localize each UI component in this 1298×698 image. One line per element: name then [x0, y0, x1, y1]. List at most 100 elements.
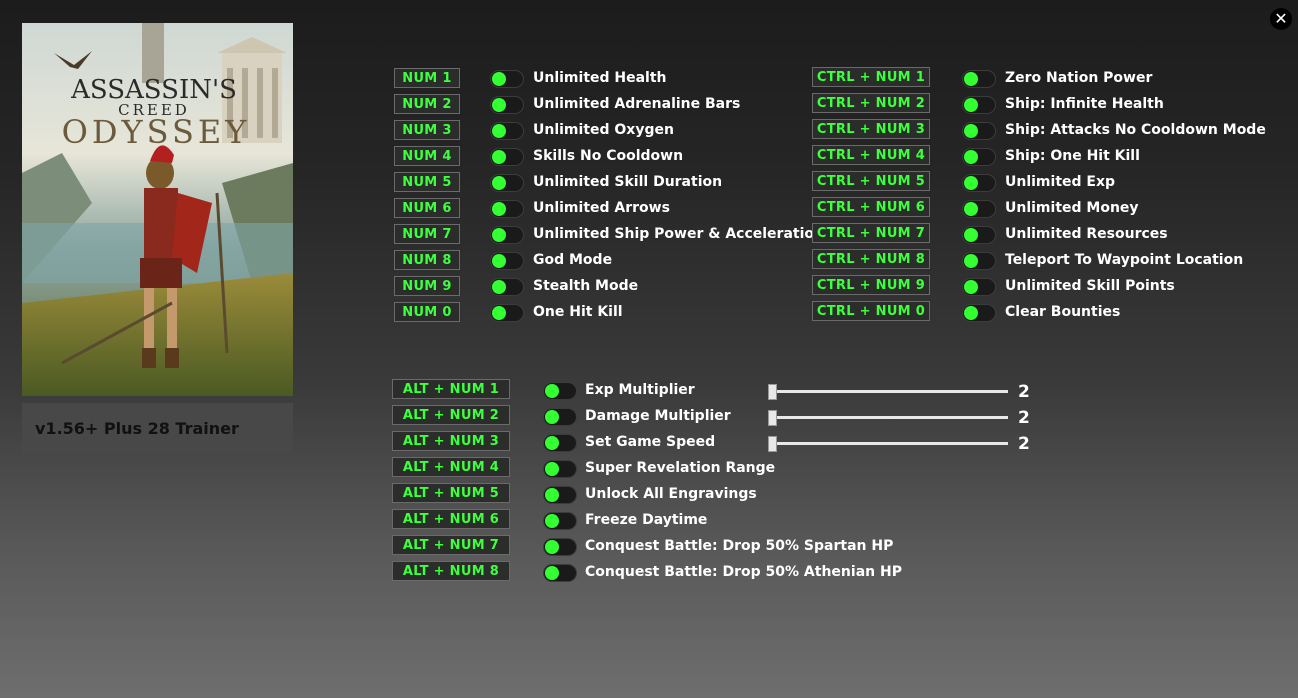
- value-exp-multiplier: 2: [1018, 382, 1030, 402]
- label-zero-nation-power: Zero Nation Power: [1005, 70, 1153, 86]
- slider-exp-multiplier[interactable]: [768, 383, 1008, 401]
- hotkey-ctrl-num1: CTRL + NUM 1: [812, 67, 930, 87]
- version-label-box: v1.56+ Plus 28 Trainer: [22, 403, 293, 453]
- label-unlimited-money: Unlimited Money: [1005, 200, 1139, 216]
- hotkey-num6: NUM 6: [394, 198, 460, 218]
- slider-thumb[interactable]: [768, 436, 777, 452]
- toggle-arrows[interactable]: [490, 200, 524, 218]
- label-revelation-range: Super Revelation Range: [585, 460, 776, 476]
- toggle-exp-multiplier[interactable]: [543, 382, 577, 400]
- label-unlimited-resources: Unlimited Resources: [1005, 226, 1168, 242]
- hotkey-ctrl-num2: CTRL + NUM 2: [812, 93, 930, 113]
- label-athenian-hp: Conquest Battle: Drop 50% Athenian HP: [585, 564, 902, 580]
- label-adrenaline: Unlimited Adrenaline Bars: [533, 96, 741, 112]
- label-spartan-hp: Conquest Battle: Drop 50% Spartan HP: [585, 538, 894, 554]
- version-label: v1.56+ Plus 28 Trainer: [35, 418, 239, 438]
- label-game-speed: Set Game Speed: [585, 434, 716, 450]
- hotkey-num3: NUM 3: [394, 120, 460, 140]
- game-cover-image: ASSASSIN'S CREED ODYSSEY: [22, 23, 293, 396]
- value-damage-multiplier: 2: [1018, 408, 1030, 428]
- toggle-zero-nation-power[interactable]: [962, 70, 996, 88]
- toggle-damage-multiplier[interactable]: [543, 408, 577, 426]
- toggle-teleport-waypoint[interactable]: [962, 252, 996, 270]
- toggle-unlimited-money[interactable]: [962, 200, 996, 218]
- hotkey-num8: NUM 8: [394, 250, 460, 270]
- slider-damage-multiplier[interactable]: [768, 409, 1008, 427]
- toggle-stealth[interactable]: [490, 278, 524, 296]
- hotkey-alt-num1: ALT + NUM 1: [392, 379, 510, 399]
- label-unlock-engravings: Unlock All Engravings: [585, 486, 757, 502]
- hotkey-num5: NUM 5: [394, 172, 460, 192]
- slider-thumb[interactable]: [768, 384, 777, 400]
- label-exp-multiplier: Exp Multiplier: [585, 382, 695, 398]
- toggle-one-hit-kill[interactable]: [490, 304, 524, 322]
- toggle-ship-attacks[interactable]: [962, 122, 996, 140]
- toggle-revelation-range[interactable]: [543, 460, 577, 478]
- toggle-skill-points[interactable]: [962, 278, 996, 296]
- cover-title-line2: CREED: [118, 101, 190, 119]
- hotkey-num7: NUM 7: [394, 224, 460, 244]
- hotkey-alt-num3: ALT + NUM 3: [392, 431, 510, 451]
- toggle-ship-power[interactable]: [490, 226, 524, 244]
- hotkey-ctrl-num6: CTRL + NUM 6: [812, 197, 930, 217]
- hotkey-ctrl-num7: CTRL + NUM 7: [812, 223, 930, 243]
- hotkey-ctrl-num0: CTRL + NUM 0: [812, 301, 930, 321]
- label-oxygen: Unlimited Oxygen: [533, 122, 674, 138]
- cover-title-line1: ASSASSIN'S: [70, 75, 237, 105]
- toggle-skills-cooldown[interactable]: [490, 148, 524, 166]
- toggle-unlimited-health[interactable]: [490, 70, 524, 88]
- label-ship-health: Ship: Infinite Health: [1005, 96, 1164, 112]
- label-unlimited-exp: Unlimited Exp: [1005, 174, 1116, 190]
- label-stealth: Stealth Mode: [533, 278, 639, 294]
- label-ship-attacks: Ship: Attacks No Cooldown Mode: [1005, 122, 1266, 138]
- hotkey-num0: NUM 0: [394, 302, 460, 322]
- slider-game-speed[interactable]: [768, 435, 1008, 453]
- close-icon[interactable]: ✕: [1274, 9, 1288, 28]
- hotkey-ctrl-num8: CTRL + NUM 8: [812, 249, 930, 269]
- toggle-spartan-hp[interactable]: [543, 538, 577, 556]
- hotkey-ctrl-num5: CTRL + NUM 5: [812, 171, 930, 191]
- hotkey-ctrl-num9: CTRL + NUM 9: [812, 275, 930, 295]
- toggle-unlock-engravings[interactable]: [543, 486, 577, 504]
- toggle-oxygen[interactable]: [490, 122, 524, 140]
- hotkey-alt-num7: ALT + NUM 7: [392, 535, 510, 555]
- hotkey-num4: NUM 4: [394, 146, 460, 166]
- label-skills-cooldown: Skills No Cooldown: [533, 148, 684, 164]
- hotkey-ctrl-num3: CTRL + NUM 3: [812, 119, 930, 139]
- label-arrows: Unlimited Arrows: [533, 200, 670, 216]
- hotkey-alt-num2: ALT + NUM 2: [392, 405, 510, 425]
- toggle-freeze-daytime[interactable]: [543, 512, 577, 530]
- label-god-mode: God Mode: [533, 252, 613, 268]
- label-clear-bounties: Clear Bounties: [1005, 304, 1121, 320]
- toggle-adrenaline[interactable]: [490, 96, 524, 114]
- hotkey-num1: NUM 1: [394, 68, 460, 88]
- toggle-skill-duration[interactable]: [490, 174, 524, 192]
- label-ship-one-hit: Ship: One Hit Kill: [1005, 148, 1140, 164]
- toggle-game-speed[interactable]: [543, 434, 577, 452]
- hotkey-ctrl-num4: CTRL + NUM 4: [812, 145, 930, 165]
- label-damage-multiplier: Damage Multiplier: [585, 408, 731, 424]
- label-skill-duration: Unlimited Skill Duration: [533, 174, 723, 190]
- hotkey-alt-num4: ALT + NUM 4: [392, 457, 510, 477]
- toggle-unlimited-exp[interactable]: [962, 174, 996, 192]
- slider-thumb[interactable]: [768, 410, 777, 426]
- hotkey-num9: NUM 9: [394, 276, 460, 296]
- value-game-speed: 2: [1018, 434, 1030, 454]
- hotkey-alt-num6: ALT + NUM 6: [392, 509, 510, 529]
- label-teleport-waypoint: Teleport To Waypoint Location: [1005, 252, 1244, 268]
- toggle-god-mode[interactable]: [490, 252, 524, 270]
- hotkey-alt-num5: ALT + NUM 5: [392, 483, 510, 503]
- label-ship-power: Unlimited Ship Power & Acceleration: [533, 226, 824, 242]
- toggle-ship-one-hit[interactable]: [962, 148, 996, 166]
- label-one-hit-kill: One Hit Kill: [533, 304, 623, 320]
- close-button[interactable]: ✕: [1270, 8, 1292, 30]
- label-unlimited-health: Unlimited Health: [533, 70, 667, 86]
- hotkey-alt-num8: ALT + NUM 8: [392, 561, 510, 581]
- toggle-athenian-hp[interactable]: [543, 564, 577, 582]
- toggle-ship-health[interactable]: [962, 96, 996, 114]
- cover-title-line3: ODYSSEY: [62, 113, 251, 151]
- toggle-clear-bounties[interactable]: [962, 304, 996, 322]
- label-freeze-daytime: Freeze Daytime: [585, 512, 708, 528]
- hotkey-num2: NUM 2: [394, 94, 460, 114]
- toggle-unlimited-resources[interactable]: [962, 226, 996, 244]
